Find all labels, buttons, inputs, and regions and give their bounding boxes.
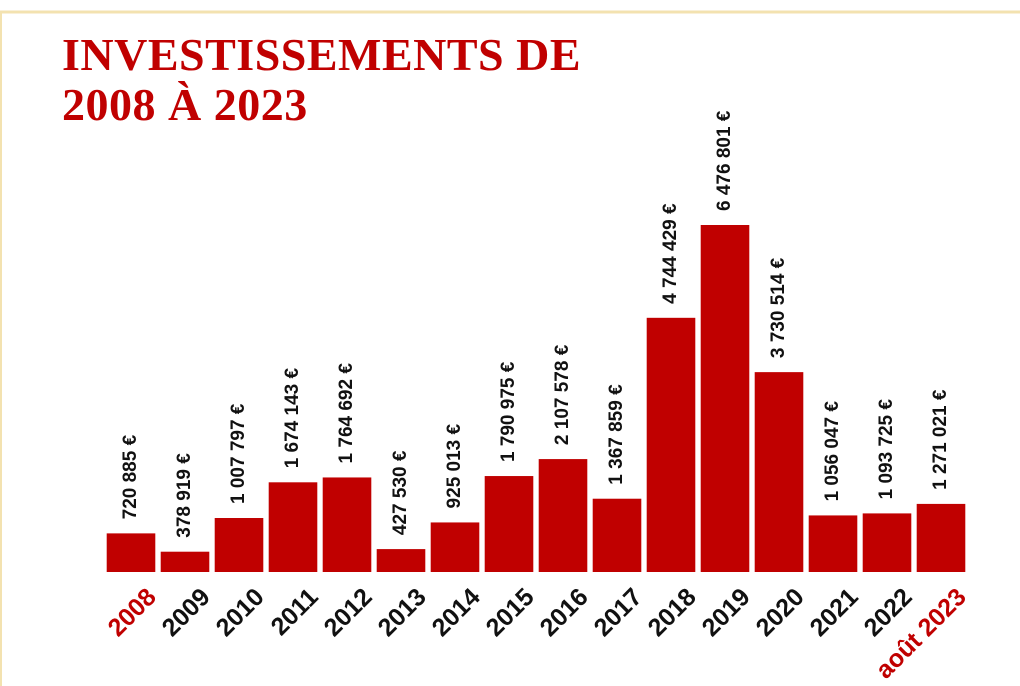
- value-label: 6 476 801 €: [714, 110, 735, 211]
- value-label: 1 764 692 €: [336, 363, 357, 464]
- bar: [322, 477, 372, 572]
- value-label: 1 056 047 €: [822, 401, 843, 502]
- bar: [214, 518, 264, 572]
- x-tick-label: 2015: [481, 583, 540, 642]
- value-label: 1 007 797 €: [228, 403, 249, 504]
- value-label: 2 107 578 €: [552, 344, 573, 445]
- x-tick-label: 2012: [319, 583, 378, 642]
- value-label: 1 367 859 €: [606, 384, 627, 485]
- bar: [538, 459, 588, 572]
- x-tick-label: 2016: [535, 583, 594, 642]
- frame: [0, 10, 1020, 686]
- value-label: 1 674 143 €: [282, 368, 303, 469]
- x-tick-label: 2017: [589, 583, 648, 642]
- value-label: 3 730 514 €: [768, 257, 789, 358]
- value-label: 378 919 €: [174, 453, 195, 538]
- bar: [592, 498, 642, 572]
- value-label: 1 271 021 €: [930, 389, 951, 490]
- value-label: 1 790 975 €: [498, 361, 519, 462]
- chart-title: INVESTISSEMENTS DE 2008 À 2023: [62, 29, 582, 130]
- bar: [106, 533, 156, 572]
- x-tick-label: 2011: [266, 583, 324, 641]
- bar: [268, 482, 318, 572]
- x-tick-label: 2020: [751, 583, 810, 642]
- value-label: 427 530 €: [390, 450, 411, 535]
- x-tick-label: 2010: [211, 583, 270, 642]
- x-tick-label: 2014: [427, 583, 486, 642]
- bar: [808, 515, 858, 572]
- bar: [484, 476, 534, 572]
- bar: [646, 317, 696, 572]
- value-label: 720 885 €: [120, 434, 141, 519]
- value-label: 4 744 429 €: [660, 203, 681, 304]
- x-tick-label: 2021: [805, 583, 864, 642]
- bar: [430, 522, 480, 572]
- x-tick-label: 2019: [697, 583, 756, 642]
- bar: [754, 372, 804, 572]
- x-tick-label: 2008: [103, 583, 162, 642]
- bar: [916, 503, 966, 572]
- x-tick-label: 2013: [373, 583, 432, 642]
- x-tick-label: 2018: [643, 583, 702, 642]
- bar: [862, 513, 912, 572]
- bar: [700, 225, 750, 572]
- bar: [376, 549, 426, 572]
- value-label: 1 093 725 €: [876, 399, 897, 500]
- value-label: 925 013 €: [444, 423, 465, 508]
- x-tick-label: 2009: [157, 583, 216, 642]
- bar: [160, 551, 210, 572]
